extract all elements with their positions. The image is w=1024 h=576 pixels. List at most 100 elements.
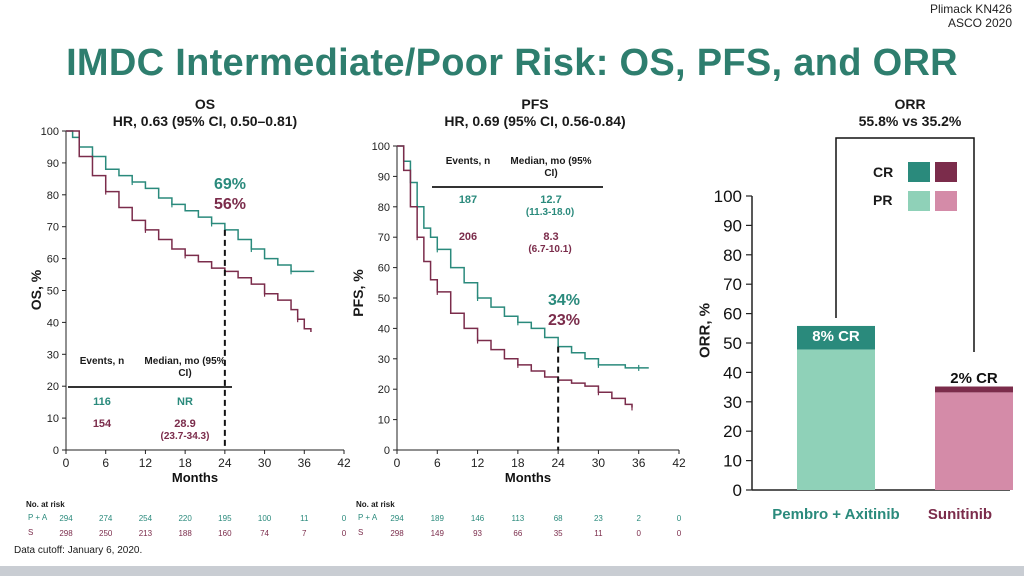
orr-y-tick-label: 0 [733, 481, 742, 500]
os-x-tick-label: 36 [298, 456, 312, 470]
os-x-axis-label: Months [172, 470, 218, 485]
citation: Plimack KN426 ASCO 2020 [930, 2, 1012, 30]
os-events-s: 154 [92, 418, 112, 430]
pfs-y-tick-label: 40 [378, 323, 390, 335]
pfs-at-risk-cell: 0 [677, 529, 682, 538]
os-title: OS [194, 96, 216, 112]
os-median-pa: NR [177, 396, 193, 408]
os-curve-s [66, 130, 312, 332]
orr-y-tick-label: 10 [723, 452, 742, 471]
pfs-median-pa: 12.7 [540, 194, 562, 206]
pfs-ci-s: (6.7-10.1) [528, 244, 572, 255]
os-y-tick-label: 20 [47, 381, 59, 393]
os-hr: HR, 0.63 (95% CI, 0.50–0.81) [112, 113, 298, 129]
pfs-y-tick-label: 10 [378, 415, 390, 427]
os-y-tick-label: 70 [47, 222, 59, 234]
os-table-header-events: Events, n [79, 356, 125, 367]
pfs-at-risk-cell: 113 [511, 514, 524, 523]
pfs-curve-pa [397, 145, 649, 369]
orr-subtitle: 55.8% vs 35.2% [858, 113, 962, 129]
pfs-hr: HR, 0.69 (95% CI, 0.56-0.84) [444, 113, 626, 129]
pfs-at-risk-cell: 93 [473, 529, 482, 538]
os-at-risk-label: No. at risk [26, 500, 65, 509]
orr-y-tick-label: 30 [723, 393, 742, 412]
pfs-x-tick-label: 30 [592, 456, 606, 470]
os-curve-pa [66, 130, 315, 273]
orr-legend-cr-label: CR [873, 164, 894, 180]
orr-y-tick-label: 20 [723, 422, 742, 441]
citation-line-1: Plimack KN426 [929, 2, 1012, 16]
os-at-risk-arm-pa: P + A [28, 513, 48, 522]
pfs-y-tick-label: 100 [372, 141, 390, 153]
os-at-risk-cell: 274 [99, 514, 113, 523]
pfs-ci-pa: (11.3-18.0) [525, 207, 575, 218]
os-at-risk-cell: 254 [139, 514, 153, 523]
pfs-landmark-s: 23% [548, 312, 581, 329]
pfs-landmark-pa: 34% [548, 292, 581, 309]
pfs-y-tick-label: 20 [378, 384, 390, 396]
pfs-events-pa: 187 [458, 194, 478, 206]
footnote: Data cutoff: January 6, 2020. [14, 545, 143, 556]
os-at-risk-cell: 0 [342, 514, 347, 523]
os-y-tick-label: 100 [41, 126, 59, 138]
pfs-title: PFS [521, 96, 549, 112]
pfs-title-block: PFS HR, 0.69 (95% CI, 0.56-0.84) [410, 96, 660, 130]
orr-y-tick-label: 70 [723, 275, 742, 294]
pfs-y-tick-label: 50 [378, 293, 390, 305]
pfs-curve-s [397, 145, 633, 408]
os-y-tick-label: 0 [53, 445, 59, 457]
orr-bar-cr-pa [797, 325, 875, 350]
pfs-at-risk-cell: 298 [390, 529, 404, 538]
pfs-x-tick-label: 6 [434, 456, 441, 470]
os-table-header-median: Median, mo (95% CI) [144, 356, 226, 379]
os-x-tick-label: 6 [102, 456, 109, 470]
citation-line-2: ASCO 2020 [947, 16, 1012, 30]
os-landmark-s: 56% [214, 196, 247, 213]
os-title-block: OS HR, 0.63 (95% CI, 0.50–0.81) [80, 96, 330, 130]
os-at-risk-cell: 11 [300, 514, 309, 523]
os-y-tick-label: 90 [47, 158, 59, 170]
pfs-at-risk-cell: 68 [554, 514, 563, 523]
orr-legend-pr-s-swatch [935, 191, 957, 211]
orr-title-block: ORR 55.8% vs 35.2% [820, 96, 1000, 130]
os-x-tick-label: 30 [258, 456, 272, 470]
pfs-y-tick-label: 70 [378, 232, 390, 244]
pfs-y-axis-label: PFS, % [350, 269, 366, 317]
os-at-risk-cell: 213 [139, 529, 153, 538]
pfs-x-axis-label: Months [505, 470, 551, 485]
pfs-events-s: 206 [458, 231, 478, 243]
orr-bar-cr-s [935, 386, 1013, 393]
os-ci-s: (23.7-34.3) [160, 431, 210, 442]
os-y-tick-label: 30 [47, 349, 59, 361]
pfs-x-tick-label: 18 [511, 456, 525, 470]
orr-category-s: Sunitinib [927, 506, 993, 523]
orr-legend-pr-label: PR [873, 192, 893, 208]
pfs-median-s: 8.3 [543, 231, 559, 243]
pfs-x-tick-label: 12 [471, 456, 485, 470]
pfs-y-tick-label: 30 [378, 354, 390, 366]
os-landmark-pa: 69% [214, 176, 247, 193]
os-y-tick-label: 10 [47, 413, 59, 425]
orr-bar-pr-s [935, 392, 1013, 490]
pfs-at-risk-cell: 0 [677, 514, 682, 523]
pfs-at-risk-cell: 0 [636, 529, 641, 538]
os-x-tick-label: 42 [337, 456, 351, 470]
os-y-tick-label: 50 [47, 286, 59, 298]
pfs-x-tick-label: 24 [551, 456, 565, 470]
pfs-at-risk-cell: 11 [594, 529, 603, 538]
os-x-tick-label: 24 [218, 456, 232, 470]
os-y-tick-label: 80 [47, 190, 59, 202]
orr-y-tick-label: 60 [723, 305, 742, 324]
os-y-tick-label: 60 [47, 254, 59, 266]
pfs-at-risk-arm-pa: P + A [358, 513, 378, 522]
pfs-x-tick-label: 36 [632, 456, 646, 470]
orr-bar-label-s: 2% CR [950, 370, 998, 387]
orr-legend-cr-s-swatch [935, 162, 957, 182]
pfs-y-tick-label: 90 [378, 171, 390, 183]
os-at-risk-cell: 74 [260, 529, 269, 538]
orr-y-tick-label: 90 [723, 216, 742, 235]
os-at-risk-cell: 220 [178, 514, 192, 523]
orr-y-tick-label: 80 [723, 246, 742, 265]
os-at-risk-cell: 195 [218, 514, 232, 523]
